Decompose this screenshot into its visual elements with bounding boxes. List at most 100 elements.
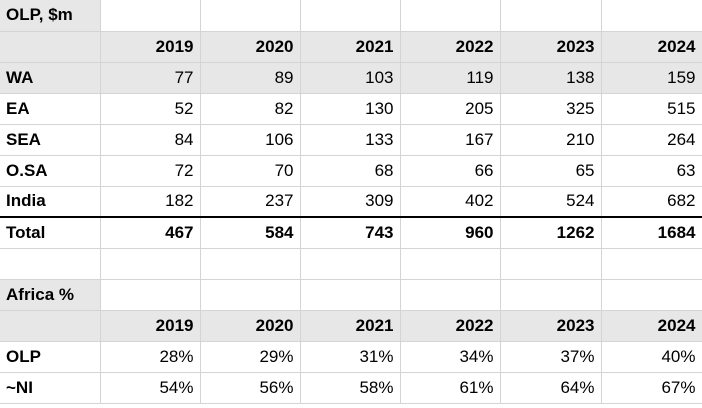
table-row: OLP 28% 29% 31% 34% 37% 40% xyxy=(0,341,702,373)
cell[interactable] xyxy=(100,248,201,280)
value-cell[interactable]: 82 xyxy=(200,93,301,125)
row-label[interactable]: India xyxy=(0,186,101,218)
cell[interactable] xyxy=(300,279,401,311)
value-cell[interactable]: 138 xyxy=(500,62,602,94)
value-cell[interactable]: 28% xyxy=(100,341,201,373)
row-label[interactable]: WA xyxy=(0,62,101,94)
value-cell[interactable]: 64% xyxy=(500,372,602,404)
year-header[interactable]: 2020 xyxy=(200,310,301,342)
olp-year-header-row: 2019 2020 2021 2022 2023 2024 xyxy=(0,31,702,63)
cell[interactable] xyxy=(500,279,602,311)
cell[interactable] xyxy=(500,248,602,280)
total-cell[interactable]: 960 xyxy=(400,216,501,249)
value-cell[interactable]: 84 xyxy=(100,124,201,156)
year-header[interactable]: 2024 xyxy=(601,310,702,342)
value-cell[interactable]: 682 xyxy=(601,186,702,218)
value-cell[interactable]: 29% xyxy=(200,341,301,373)
value-cell[interactable]: 210 xyxy=(500,124,602,156)
empty-row xyxy=(0,248,702,280)
value-cell[interactable]: 167 xyxy=(400,124,501,156)
year-header[interactable]: 2022 xyxy=(400,31,501,63)
value-cell[interactable]: 309 xyxy=(300,186,401,218)
total-label[interactable]: Total xyxy=(0,216,101,249)
cell[interactable] xyxy=(100,279,201,311)
cell[interactable] xyxy=(200,0,301,32)
total-cell[interactable]: 743 xyxy=(300,216,401,249)
value-cell[interactable]: 66 xyxy=(400,155,501,187)
total-cell[interactable]: 1262 xyxy=(500,216,602,249)
value-cell[interactable]: 89 xyxy=(200,62,301,94)
value-cell[interactable]: 54% xyxy=(100,372,201,404)
row-label[interactable]: ~NI xyxy=(0,372,101,404)
cell[interactable] xyxy=(0,248,101,280)
value-cell[interactable]: 103 xyxy=(300,62,401,94)
total-cell[interactable]: 467 xyxy=(100,216,201,249)
year-header[interactable]: 2023 xyxy=(500,310,602,342)
value-cell[interactable]: 40% xyxy=(601,341,702,373)
table-row: WA 77 89 103 119 138 159 xyxy=(0,62,702,94)
year-header[interactable]: 2019 xyxy=(100,310,201,342)
table-row: ~NI 54% 56% 58% 61% 64% 67% xyxy=(0,372,702,404)
cell[interactable] xyxy=(300,248,401,280)
value-cell[interactable]: 325 xyxy=(500,93,602,125)
value-cell[interactable]: 56% xyxy=(200,372,301,404)
value-cell[interactable]: 264 xyxy=(601,124,702,156)
olp-title-row: OLP, $m xyxy=(0,0,702,32)
cell[interactable] xyxy=(400,0,501,32)
value-cell[interactable]: 205 xyxy=(400,93,501,125)
value-cell[interactable]: 63 xyxy=(601,155,702,187)
value-cell[interactable]: 68 xyxy=(300,155,401,187)
value-cell[interactable]: 119 xyxy=(400,62,501,94)
cell[interactable] xyxy=(601,279,702,311)
value-cell[interactable]: 133 xyxy=(300,124,401,156)
year-header[interactable]: 2021 xyxy=(300,31,401,63)
value-cell[interactable]: 70 xyxy=(200,155,301,187)
value-cell[interactable]: 61% xyxy=(400,372,501,404)
cell[interactable] xyxy=(601,0,702,32)
value-cell[interactable]: 159 xyxy=(601,62,702,94)
cell[interactable] xyxy=(601,248,702,280)
value-cell[interactable]: 67% xyxy=(601,372,702,404)
value-cell[interactable]: 65 xyxy=(500,155,602,187)
year-header[interactable]: 2021 xyxy=(300,310,401,342)
value-cell[interactable]: 31% xyxy=(300,341,401,373)
cell[interactable] xyxy=(400,279,501,311)
value-cell[interactable]: 402 xyxy=(400,186,501,218)
row-label[interactable]: EA xyxy=(0,93,101,125)
value-cell[interactable]: 52 xyxy=(100,93,201,125)
africa-title-row: Africa % xyxy=(0,279,702,311)
cell[interactable] xyxy=(100,0,201,32)
value-cell[interactable]: 34% xyxy=(400,341,501,373)
table-row: EA 52 82 130 205 325 515 xyxy=(0,93,702,125)
value-cell[interactable]: 58% xyxy=(300,372,401,404)
cell[interactable] xyxy=(0,310,101,342)
value-cell[interactable]: 106 xyxy=(200,124,301,156)
cell[interactable] xyxy=(0,31,101,63)
cell[interactable] xyxy=(400,248,501,280)
olp-table-title[interactable]: OLP, $m xyxy=(0,0,101,32)
year-header[interactable]: 2023 xyxy=(500,31,602,63)
value-cell[interactable]: 515 xyxy=(601,93,702,125)
value-cell[interactable]: 237 xyxy=(200,186,301,218)
cell[interactable] xyxy=(300,0,401,32)
cell[interactable] xyxy=(500,0,602,32)
value-cell[interactable]: 37% xyxy=(500,341,602,373)
africa-table-title[interactable]: Africa % xyxy=(0,279,101,311)
cell[interactable] xyxy=(200,248,301,280)
value-cell[interactable]: 77 xyxy=(100,62,201,94)
year-header[interactable]: 2022 xyxy=(400,310,501,342)
value-cell[interactable]: 182 xyxy=(100,186,201,218)
row-label[interactable]: SEA xyxy=(0,124,101,156)
cell[interactable] xyxy=(200,279,301,311)
year-header[interactable]: 2024 xyxy=(601,31,702,63)
value-cell[interactable]: 130 xyxy=(300,93,401,125)
year-header[interactable]: 2020 xyxy=(200,31,301,63)
value-cell[interactable]: 72 xyxy=(100,155,201,187)
row-label[interactable]: O.SA xyxy=(0,155,101,187)
value-cell[interactable]: 524 xyxy=(500,186,602,218)
year-header[interactable]: 2019 xyxy=(100,31,201,63)
total-cell[interactable]: 584 xyxy=(200,216,301,249)
row-label[interactable]: OLP xyxy=(0,341,101,373)
total-cell[interactable]: 1684 xyxy=(601,216,702,249)
